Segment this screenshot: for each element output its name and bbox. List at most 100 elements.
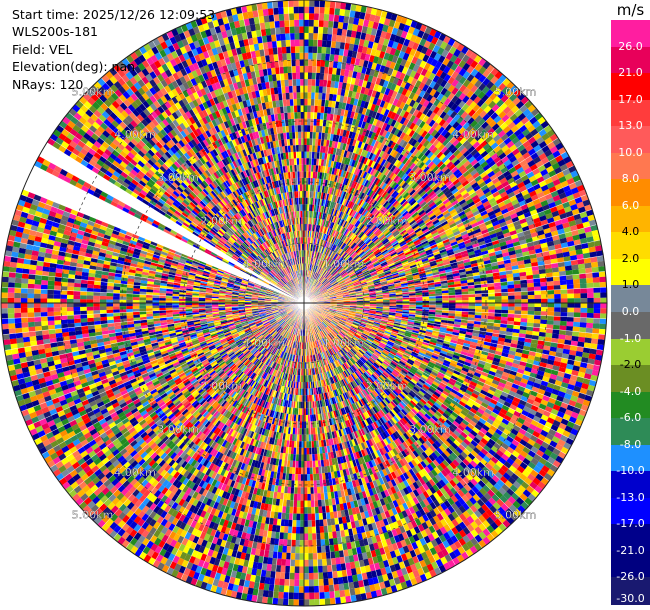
velocity-gate — [362, 94, 368, 102]
velocity-gate — [346, 56, 352, 64]
velocity-gate — [494, 306, 502, 310]
velocity-gate — [508, 303, 515, 307]
velocity-gate — [310, 204, 313, 212]
velocity-gate — [319, 0, 326, 8]
velocity-gate — [317, 46, 322, 54]
velocity-gate — [579, 322, 587, 328]
velocity-gate — [340, 219, 345, 227]
velocity-gate — [343, 157, 349, 165]
velocity-gate — [338, 101, 343, 110]
velocity-gate — [481, 309, 489, 313]
velocity-gate — [376, 149, 382, 157]
velocity-gate — [425, 86, 433, 95]
velocity-gate — [466, 82, 475, 91]
velocity-gate — [349, 97, 355, 105]
velocity-gate — [370, 139, 377, 147]
velocity-gate — [340, 197, 345, 205]
velocity-gate — [369, 96, 375, 104]
velocity-gate — [315, 281, 321, 288]
velocity-gate — [455, 124, 463, 132]
velocity-gate — [342, 177, 347, 185]
velocity-gate — [455, 73, 463, 82]
velocity-gate — [442, 305, 449, 309]
velocity-gate — [573, 293, 581, 299]
velocity-gate — [324, 66, 329, 74]
velocity-gate — [366, 47, 373, 55]
velocity-gate — [345, 238, 351, 245]
velocity-gate — [356, 198, 362, 206]
velocity-gate — [521, 306, 528, 311]
velocity-gate — [368, 190, 374, 197]
velocity-gate — [372, 209, 379, 216]
velocity-gate — [308, 59, 313, 67]
velocity-gate — [312, 138, 316, 146]
velocity-gate — [481, 296, 489, 300]
velocity-gate — [346, 186, 351, 194]
velocity-gate — [566, 279, 574, 285]
velocity-gate — [527, 306, 535, 312]
velocity-gate — [396, 130, 403, 138]
velocity-gate — [317, 267, 322, 274]
velocity-gate — [429, 28, 437, 37]
velocity-gate — [330, 174, 334, 182]
velocity-gate — [572, 331, 580, 337]
velocity-gate — [593, 282, 601, 288]
velocity-gate — [436, 47, 445, 56]
velocity-gate — [412, 93, 419, 102]
velocity-gate — [390, 198, 397, 206]
velocity-gate — [323, 73, 329, 81]
velocity-gate — [399, 109, 407, 117]
velocity-gate — [432, 82, 441, 91]
velocity-gate — [415, 150, 422, 158]
velocity-gate — [409, 70, 417, 79]
velocity-gate — [331, 229, 335, 237]
velocity-gate — [355, 238, 362, 245]
velocity-gate — [322, 247, 326, 254]
velocity-gate — [308, 204, 311, 212]
velocity-gate — [316, 231, 320, 239]
velocity-gate — [361, 25, 368, 34]
velocity-gate — [501, 303, 509, 307]
velocity-gate — [415, 103, 423, 112]
velocity-gate — [355, 168, 361, 176]
velocity-gate — [406, 112, 413, 121]
velocity-gate — [398, 139, 406, 147]
velocity-gate — [375, 203, 382, 210]
velocity-gate — [434, 61, 443, 70]
velocity-gate — [338, 233, 343, 240]
velocity-gate — [403, 118, 410, 127]
velocity-gate — [400, 164, 408, 172]
velocity-gate — [330, 259, 335, 266]
velocity-gate — [331, 201, 335, 209]
velocity-gate — [558, 334, 566, 340]
velocity-gate — [304, 270, 306, 277]
velocity-gate — [429, 50, 437, 59]
velocity-gate — [315, 252, 319, 259]
velocity-gate — [328, 120, 333, 128]
velocity-gate — [394, 152, 401, 160]
velocity-gate — [357, 141, 363, 149]
velocity-gate — [375, 163, 381, 171]
velocity-gate — [351, 50, 358, 59]
velocity-gate — [304, 243, 307, 251]
velocity-gate — [419, 113, 426, 121]
velocity-gate — [310, 230, 313, 238]
velocity-gate — [315, 165, 319, 172]
velocity-gate — [533, 286, 541, 291]
velocity-gate — [304, 125, 308, 132]
velocity-gate — [389, 47, 397, 56]
velocity-gate — [534, 307, 542, 312]
velocity-gate — [342, 253, 349, 259]
velocity-gate — [405, 127, 413, 136]
velocity-gate — [381, 129, 388, 138]
velocity-gate — [527, 310, 535, 316]
velocity-gate — [324, 179, 328, 187]
velocity-gate — [444, 123, 453, 132]
velocity-gate — [341, 82, 347, 90]
velocity-gate — [432, 139, 440, 147]
velocity-gate — [309, 264, 312, 271]
velocity-gate — [415, 304, 423, 308]
velocity-gate — [318, 125, 323, 133]
velocity-gate — [326, 80, 332, 88]
velocity-gate — [346, 29, 353, 38]
